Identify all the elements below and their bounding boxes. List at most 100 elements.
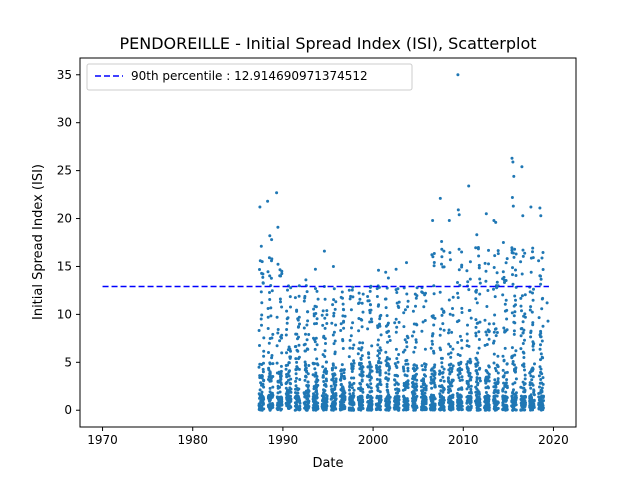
data-point xyxy=(402,367,406,371)
data-point xyxy=(514,274,518,277)
data-point xyxy=(529,397,533,401)
x-axis-label: Date xyxy=(312,456,343,471)
data-point xyxy=(451,295,455,299)
data-point xyxy=(521,214,525,218)
data-point xyxy=(475,358,479,362)
data-point xyxy=(360,371,364,375)
data-point xyxy=(448,345,452,348)
x-tick-label: 2020 xyxy=(538,433,569,447)
data-point xyxy=(514,377,518,381)
data-point xyxy=(510,248,514,252)
data-point xyxy=(457,376,461,380)
data-point xyxy=(313,373,317,377)
data-point xyxy=(523,377,527,381)
data-point xyxy=(315,388,318,392)
data-point xyxy=(420,405,424,409)
data-point xyxy=(303,402,307,406)
data-point xyxy=(496,371,500,375)
data-point xyxy=(295,376,298,380)
data-point xyxy=(268,374,272,378)
data-point xyxy=(423,368,427,372)
data-point xyxy=(302,326,306,330)
data-point xyxy=(431,314,435,318)
data-point xyxy=(266,315,270,319)
data-point xyxy=(331,363,335,367)
data-point xyxy=(348,388,351,392)
data-point xyxy=(351,394,354,398)
data-point xyxy=(450,367,454,371)
data-point xyxy=(492,341,495,345)
data-point xyxy=(440,262,443,266)
data-point xyxy=(403,308,407,312)
data-point xyxy=(331,265,335,268)
data-point xyxy=(438,392,442,396)
data-point xyxy=(334,394,338,397)
data-point xyxy=(421,320,425,324)
data-point xyxy=(285,309,289,313)
data-point xyxy=(468,308,472,312)
data-point xyxy=(419,385,423,389)
data-point xyxy=(385,357,389,361)
data-point xyxy=(519,327,523,331)
data-point xyxy=(402,397,406,401)
data-point xyxy=(313,367,317,371)
data-point xyxy=(448,394,452,398)
data-point xyxy=(484,279,488,283)
data-point xyxy=(478,281,482,285)
data-point xyxy=(485,305,489,308)
data-point xyxy=(325,309,329,313)
data-point xyxy=(289,305,292,309)
data-point xyxy=(348,338,352,342)
data-point xyxy=(340,290,344,294)
data-point xyxy=(412,350,416,354)
data-point xyxy=(487,248,490,252)
data-point xyxy=(487,407,491,411)
data-point xyxy=(474,369,478,373)
data-point xyxy=(369,403,372,407)
data-point xyxy=(474,246,478,250)
data-point xyxy=(510,196,514,199)
data-point xyxy=(257,329,261,332)
data-point xyxy=(334,323,338,327)
data-point xyxy=(279,377,283,381)
data-point xyxy=(503,302,507,306)
data-point xyxy=(514,252,518,256)
data-point xyxy=(501,387,505,391)
data-point xyxy=(455,392,459,395)
data-point xyxy=(305,290,309,294)
data-point xyxy=(349,334,353,338)
data-point xyxy=(460,306,464,310)
data-point xyxy=(424,388,428,392)
data-point xyxy=(367,299,371,303)
data-point xyxy=(331,333,335,337)
data-point xyxy=(360,404,364,408)
data-point xyxy=(468,378,472,381)
data-point xyxy=(348,396,352,400)
data-point xyxy=(475,321,479,325)
data-point xyxy=(271,362,275,366)
data-point xyxy=(442,388,446,392)
data-point xyxy=(477,254,481,258)
y-tick-label: 15 xyxy=(57,259,72,273)
data-point xyxy=(484,330,488,334)
data-point xyxy=(375,295,379,298)
data-point xyxy=(258,268,261,271)
data-point xyxy=(305,347,309,351)
data-point xyxy=(528,370,532,374)
data-point xyxy=(439,378,443,382)
data-point xyxy=(307,401,310,405)
data-point xyxy=(297,343,301,347)
data-point xyxy=(511,391,514,395)
data-point xyxy=(378,382,382,386)
data-point xyxy=(294,345,298,348)
data-point xyxy=(492,266,496,269)
data-point xyxy=(330,378,334,382)
data-point xyxy=(267,368,271,372)
data-point xyxy=(511,273,514,277)
data-point xyxy=(469,395,473,399)
data-point xyxy=(521,248,525,252)
data-point xyxy=(359,348,363,352)
data-point xyxy=(440,361,444,365)
data-point xyxy=(269,314,273,318)
data-point xyxy=(438,369,442,373)
